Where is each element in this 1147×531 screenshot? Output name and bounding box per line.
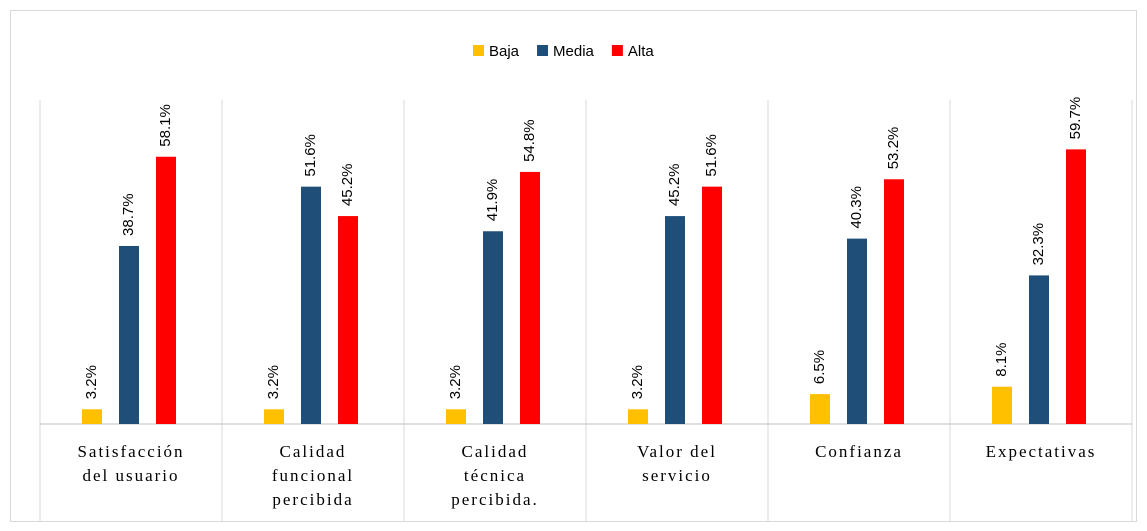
bar xyxy=(156,156,176,425)
x-tick-label: percibida xyxy=(272,490,353,509)
data-label: 59.7% xyxy=(1067,97,1084,140)
bar xyxy=(884,179,904,424)
data-label: 8.1% xyxy=(993,343,1010,377)
bar xyxy=(847,238,867,424)
legend-label: Baja xyxy=(489,43,520,60)
data-label: 51.6% xyxy=(302,134,319,177)
x-tick-label: Confianza xyxy=(815,442,903,461)
x-tick-label: Satisfacción xyxy=(77,442,184,461)
bar xyxy=(628,409,648,424)
data-label: 53.2% xyxy=(885,127,902,170)
data-label: 3.2% xyxy=(447,365,464,399)
data-label: 3.2% xyxy=(629,365,646,399)
bar xyxy=(82,409,102,424)
bar xyxy=(483,231,503,424)
bar xyxy=(1066,149,1086,424)
data-label: 51.6% xyxy=(703,134,720,177)
data-label: 3.2% xyxy=(83,365,100,399)
data-label: 54.8% xyxy=(521,119,538,162)
bar xyxy=(665,216,685,424)
data-label: 6.5% xyxy=(811,350,828,384)
data-label: 45.2% xyxy=(666,164,683,207)
legend-swatch xyxy=(611,45,623,56)
data-label: 40.3% xyxy=(848,186,865,229)
bar xyxy=(338,216,358,424)
x-tick-label: funcional xyxy=(272,466,354,485)
chart-border xyxy=(10,10,1137,522)
bar xyxy=(301,186,321,424)
data-label: 41.9% xyxy=(484,179,501,222)
data-label: 32.3% xyxy=(1030,223,1047,266)
bar xyxy=(702,186,722,424)
bar xyxy=(446,409,466,424)
data-label: 3.2% xyxy=(265,365,282,399)
bar xyxy=(119,245,139,424)
x-tick-label: del usuario xyxy=(82,466,179,485)
bar xyxy=(992,386,1012,424)
legend-swatch xyxy=(473,45,484,56)
x-tick-label: Expectativas xyxy=(986,442,1097,461)
x-tick-label: Calidad xyxy=(462,442,529,461)
legend-label: Media xyxy=(553,43,595,60)
x-tick-label: servicio xyxy=(642,466,712,485)
data-label: 45.2% xyxy=(339,164,356,207)
bar xyxy=(1029,275,1049,424)
bar xyxy=(520,171,540,424)
data-label: 58.1% xyxy=(157,104,174,147)
bar xyxy=(264,409,284,424)
bar xyxy=(810,394,830,424)
legend-label: Alta xyxy=(628,43,655,60)
legend-swatch xyxy=(537,45,549,56)
x-tick-label: percibida. xyxy=(451,490,539,509)
data-label: 38.7% xyxy=(120,193,137,236)
x-tick-label: Calidad xyxy=(280,442,347,461)
x-tick-label: Valor del xyxy=(637,442,717,461)
x-tick-label: técnica xyxy=(464,466,526,485)
